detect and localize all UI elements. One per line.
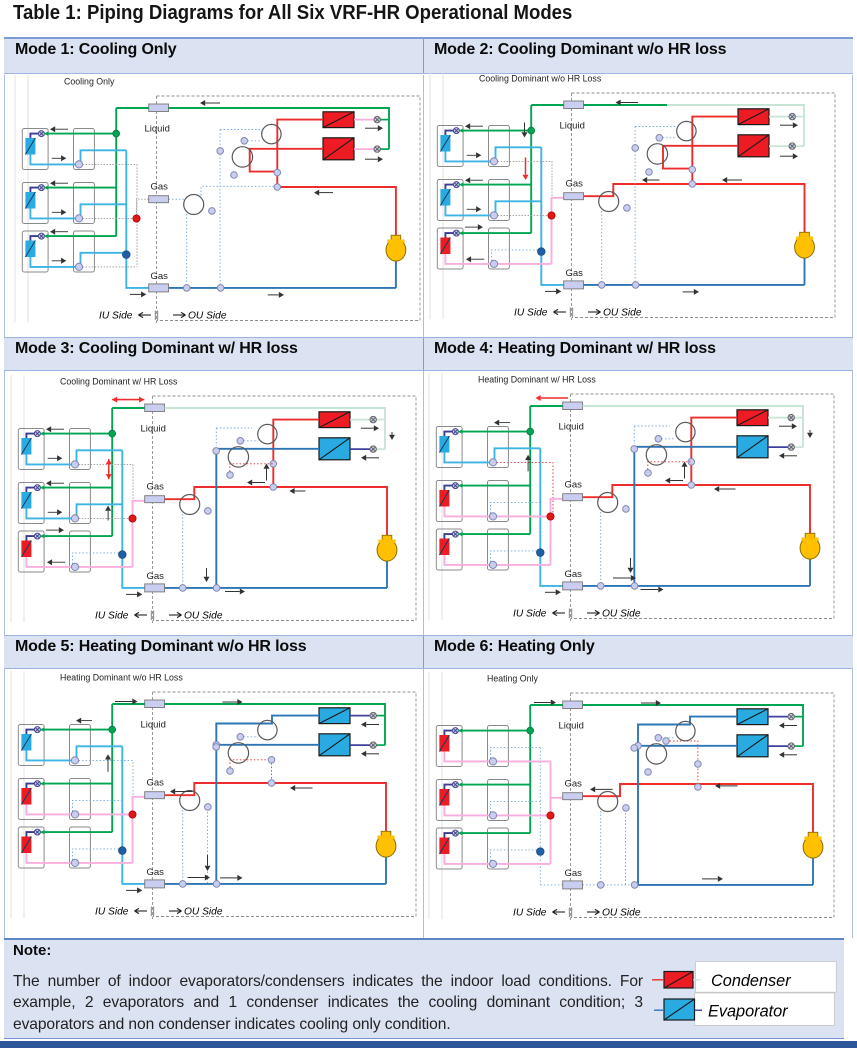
svg-text:OU Side: OU Side: [184, 907, 223, 918]
svg-text:Liquid: Liquid: [560, 121, 585, 132]
svg-text:Gas: Gas: [147, 571, 165, 582]
svg-text:OU Side: OU Side: [184, 611, 223, 622]
svg-text:Gas: Gas: [566, 179, 584, 190]
svg-text:Heating Only: Heating Only: [487, 674, 538, 684]
svg-text:Cooling Only: Cooling Only: [64, 77, 115, 87]
svg-text:Liquid: Liquid: [141, 720, 166, 731]
svg-text:IU Side: IU Side: [514, 308, 548, 319]
svg-text:OU Side: OU Side: [602, 908, 641, 919]
svg-text:Gas: Gas: [565, 480, 583, 491]
svg-text:Cooling Dominant w/o HR Loss: Cooling Dominant w/o HR Loss: [479, 74, 602, 84]
svg-text:Liquid: Liquid: [559, 721, 584, 732]
svg-text:Gas: Gas: [151, 271, 169, 282]
svg-text:Gas: Gas: [147, 482, 165, 493]
svg-text:Gas: Gas: [147, 867, 165, 878]
svg-text:Gas: Gas: [147, 778, 165, 789]
svg-text:Liquid: Liquid: [141, 424, 166, 435]
svg-text:Gas: Gas: [565, 569, 583, 580]
svg-text:Cooling Dominant w/ HR Loss: Cooling Dominant w/ HR Loss: [60, 377, 178, 387]
svg-text:IU Side: IU Side: [95, 907, 129, 918]
svg-text:OU Side: OU Side: [188, 311, 227, 322]
svg-text:Heating Dominant w/ HR Loss: Heating Dominant w/ HR Loss: [478, 375, 596, 385]
svg-text:OU Side: OU Side: [602, 609, 641, 620]
svg-text:Gas: Gas: [565, 779, 583, 790]
svg-text:Liquid: Liquid: [145, 124, 170, 135]
svg-text:IU Side: IU Side: [513, 908, 547, 919]
svg-text:Liquid: Liquid: [559, 422, 584, 433]
svg-text:Gas: Gas: [566, 268, 584, 279]
svg-text:OU Side: OU Side: [603, 308, 642, 319]
svg-text:Gas: Gas: [565, 868, 583, 879]
svg-text:IU Side: IU Side: [513, 609, 547, 620]
svg-text:Heating Dominant w/o HR Loss: Heating Dominant w/o HR Loss: [60, 673, 183, 683]
svg-text:IU Side: IU Side: [99, 311, 133, 322]
svg-text:IU Side: IU Side: [95, 611, 129, 622]
svg-text:Gas: Gas: [151, 182, 169, 193]
